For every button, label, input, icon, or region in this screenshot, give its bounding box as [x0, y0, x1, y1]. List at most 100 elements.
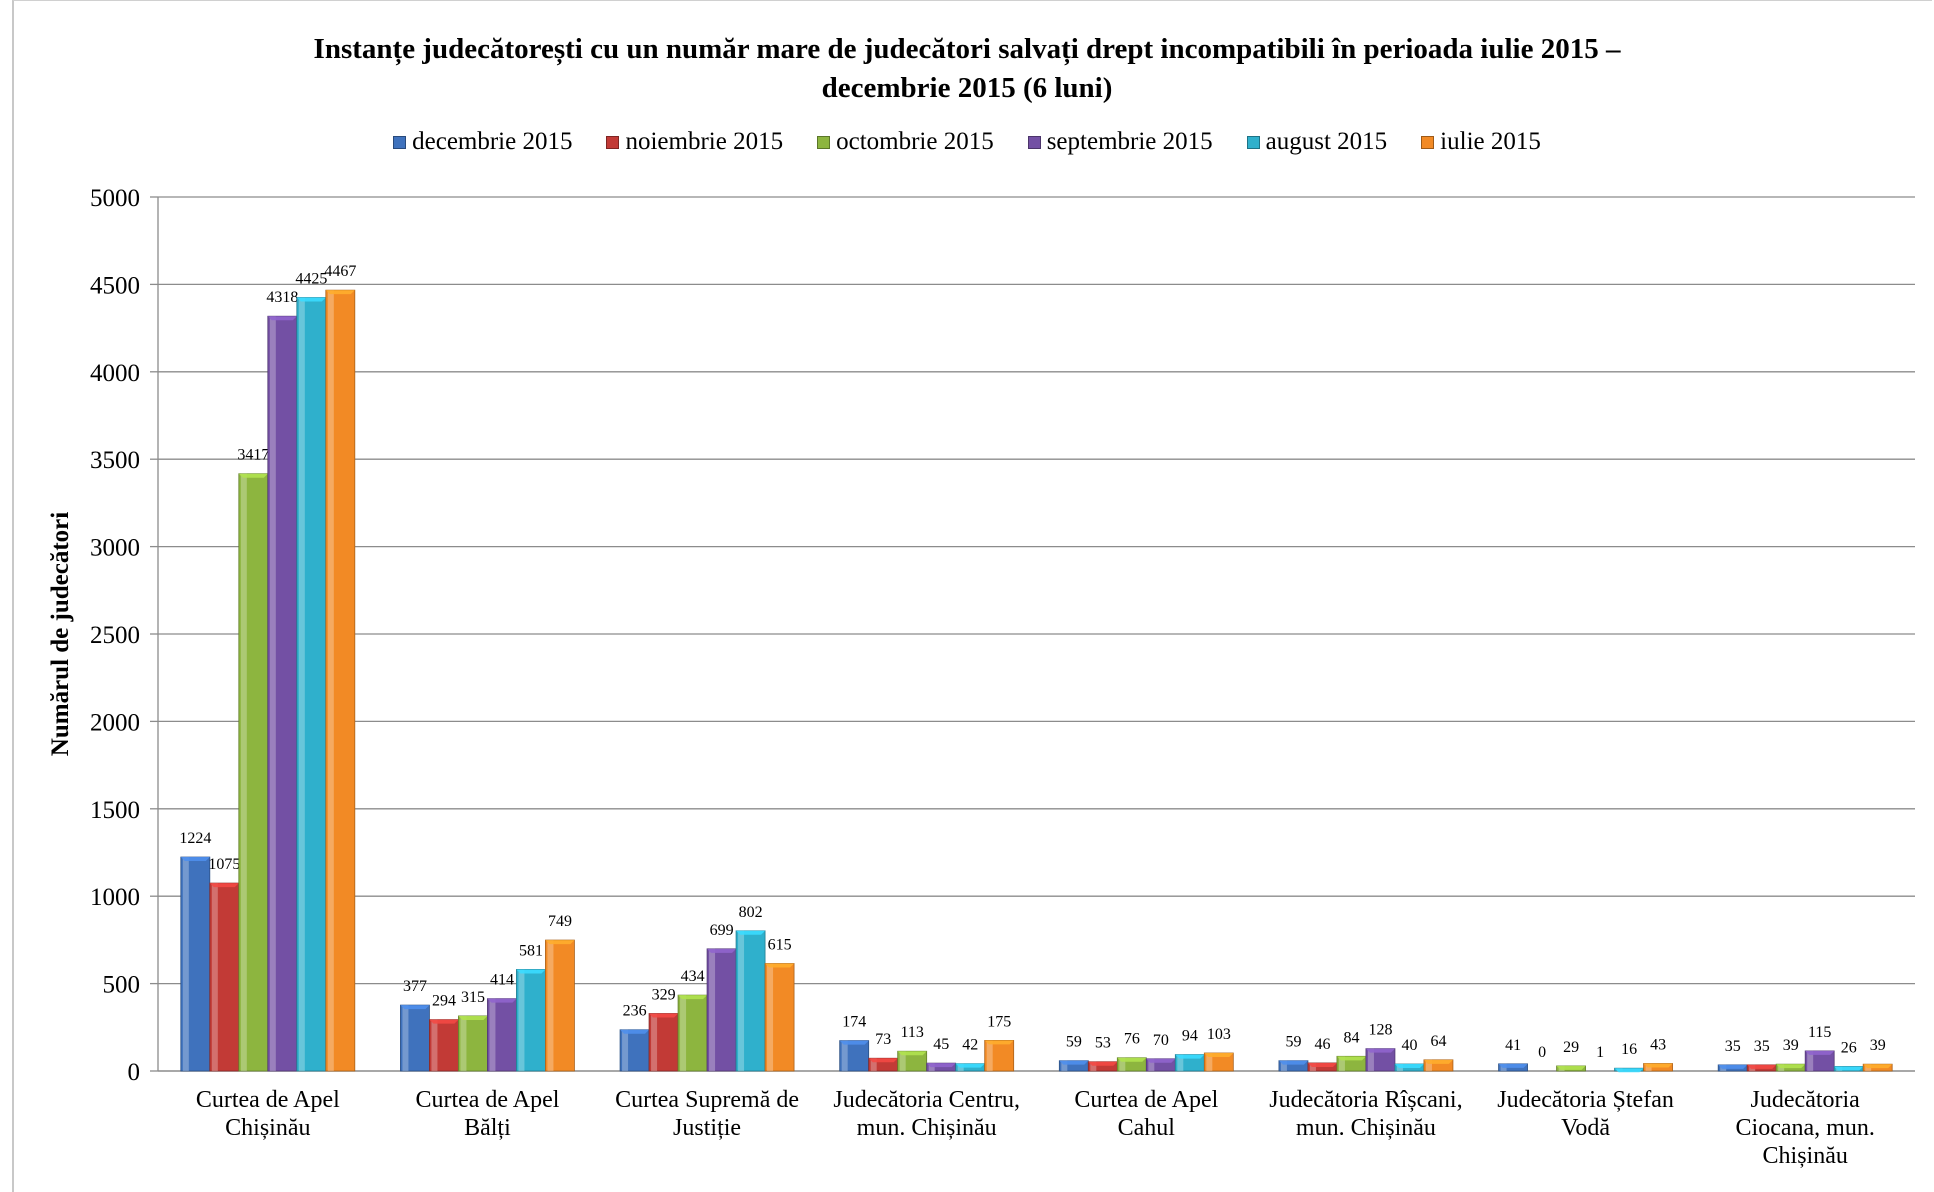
bar-top-bevel [1718, 1064, 1748, 1069]
data-label: 46 [1314, 1036, 1330, 1053]
x-category-label: Curtea de Apel [1074, 1087, 1218, 1113]
data-label: 3417 [237, 447, 269, 464]
bar-top-bevel [458, 1015, 488, 1020]
bar-top-bevel [1556, 1065, 1586, 1070]
bar-highlight [1309, 1062, 1316, 1071]
data-label: 29 [1563, 1039, 1579, 1056]
data-label: 59 [1285, 1034, 1301, 1051]
x-category-label: Judecătoria Rîșcani, [1269, 1087, 1462, 1113]
bar [458, 1015, 488, 1072]
data-label: 4467 [324, 263, 356, 280]
data-label: 84 [1343, 1029, 1359, 1046]
data-label: 41 [1505, 1037, 1521, 1054]
data-label: 76 [1124, 1031, 1140, 1048]
legend-swatch [1421, 135, 1435, 149]
x-category-label: mun. Chișinău [1296, 1115, 1436, 1141]
bar-top-bevel [267, 316, 297, 321]
legend-label: august 2015 [1265, 128, 1388, 155]
bar-top-bevel [1146, 1058, 1176, 1063]
bar-top-bevel [649, 1013, 679, 1018]
bar-top-bevel [238, 473, 268, 478]
data-label: 4318 [266, 289, 298, 306]
bar [296, 297, 327, 1072]
bar-top-bevel [926, 1063, 956, 1068]
x-category-label: Vodă [1561, 1115, 1610, 1141]
bar-highlight [986, 1040, 993, 1071]
bar-highlight [1177, 1054, 1184, 1071]
data-label: 414 [490, 972, 514, 989]
data-label: 175 [987, 1013, 1011, 1030]
bar-top-bevel [1059, 1060, 1089, 1065]
legend-swatch [393, 135, 407, 149]
legend-item: noiembrie 2015 [606, 128, 783, 156]
y-tick-label: 2000 [90, 709, 140, 736]
data-label: 174 [842, 1014, 866, 1031]
bar-top-bevel [1336, 1056, 1366, 1061]
data-label: 294 [432, 993, 456, 1010]
bar [325, 289, 356, 1072]
bar-top-bevel [897, 1051, 927, 1056]
bar-top-bevel [736, 930, 766, 935]
data-label: 615 [768, 936, 792, 953]
legend-item: septembrie 2015 [1027, 128, 1213, 156]
data-label: 35 [1725, 1038, 1741, 1055]
bar-highlight [1061, 1060, 1068, 1071]
bar-highlight [1280, 1060, 1287, 1071]
bar-top-bevel [1117, 1057, 1147, 1062]
data-label: 1224 [179, 830, 211, 847]
bar-highlight [841, 1040, 848, 1071]
data-label: 39 [1783, 1037, 1799, 1054]
chart-legend: decembrie 2015 noiembrie 2015 octombrie 20… [0, 128, 1934, 156]
y-tick-label: 4500 [90, 272, 140, 299]
bar [516, 969, 546, 1072]
data-label: 0 [1538, 1044, 1546, 1061]
data-label: 64 [1430, 1033, 1446, 1050]
bar-top-bevel [984, 1040, 1014, 1045]
data-label: 581 [519, 942, 543, 959]
bar-top-bevel [1278, 1060, 1308, 1065]
data-label: 59 [1066, 1034, 1082, 1051]
bar-highlight [738, 930, 745, 1071]
bar-top-bevel [1088, 1061, 1118, 1066]
data-label: 26 [1841, 1039, 1857, 1056]
bar-top-bevel [1394, 1064, 1424, 1069]
bar [487, 998, 517, 1072]
bar-top-bevel [1863, 1064, 1893, 1069]
data-label: 45 [933, 1036, 949, 1053]
legend-swatch [606, 135, 620, 149]
bar-highlight [460, 1015, 467, 1071]
data-label: 70 [1153, 1032, 1169, 1049]
y-axis-title: Numărul de judecători [47, 512, 74, 756]
x-category-label: Cahul [1118, 1115, 1176, 1141]
bar-highlight [1090, 1061, 1097, 1071]
bar-highlight [518, 969, 525, 1071]
x-category-label: Curtea de Apel [196, 1087, 340, 1113]
chart-title: Instanțe judecătorești cu un număr mare … [0, 30, 1934, 108]
bar-top-bevel [296, 297, 326, 302]
bar-highlight [1367, 1048, 1374, 1071]
y-tick-label: 3000 [90, 535, 140, 562]
legend-swatch [1027, 135, 1041, 149]
bar-highlight [211, 883, 218, 1071]
bar [677, 994, 708, 1072]
x-category-label: Chișinău [1763, 1143, 1848, 1169]
bar-top-bevel [1423, 1059, 1453, 1064]
data-label: 329 [652, 986, 676, 1003]
bar-top-bevel [1204, 1052, 1234, 1057]
data-label: 434 [681, 968, 705, 985]
bar-highlight [269, 316, 276, 1071]
bar-top-bevel [487, 998, 517, 1003]
bar-highlight [1148, 1058, 1155, 1071]
bar-highlight [767, 963, 774, 1071]
bar-highlight [1119, 1057, 1126, 1071]
y-tick-label: 1500 [90, 797, 140, 824]
x-category-label: Bălți [464, 1115, 511, 1141]
bar [429, 1019, 459, 1072]
y-tick-label: 0 [128, 1059, 141, 1086]
data-label: 35 [1754, 1038, 1770, 1055]
data-label: 699 [710, 922, 734, 939]
bar-highlight [622, 1029, 629, 1071]
x-category-label: Ciocana, mun. [1736, 1115, 1875, 1141]
data-label: 4425 [295, 271, 327, 288]
bar-highlight [680, 995, 687, 1071]
